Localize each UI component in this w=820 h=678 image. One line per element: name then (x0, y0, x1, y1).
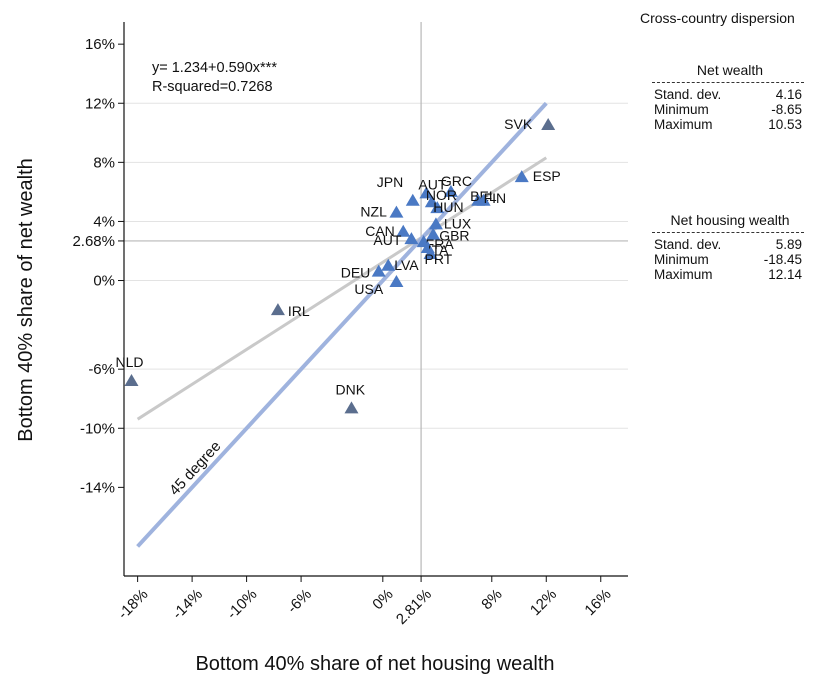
degree45-line (136, 101, 548, 548)
point-label: GRC (441, 173, 472, 189)
x-tick-label: 12% (527, 586, 560, 619)
y-tick-label: 0% (93, 273, 115, 290)
point-label: JPN (377, 174, 403, 190)
y-tick-label: 12% (85, 95, 115, 112)
data-point (426, 227, 441, 240)
x-tick-label: -18% (115, 586, 152, 623)
data-point (423, 246, 438, 259)
point-label: GBR (439, 228, 469, 244)
stat-row: Maximum 12.14 (650, 267, 802, 282)
stat-value: -8.65 (771, 102, 802, 117)
net-wealth-divider (652, 82, 804, 83)
x-tick-label: -10% (224, 586, 261, 623)
x-tick-label: 2.81% (393, 586, 435, 628)
data-point (428, 217, 443, 230)
point-label: LVA (394, 257, 419, 273)
data-point (476, 193, 491, 206)
point-label: NLD (115, 354, 143, 370)
data-point (270, 303, 285, 316)
y-tick-label: 2.68% (72, 233, 115, 250)
point-label: PRT (424, 251, 452, 267)
point-label: IRL (288, 303, 310, 319)
stat-value: 5.89 (775, 237, 802, 252)
data-point (404, 232, 419, 245)
degree45-label: 45 degree (166, 438, 224, 499)
data-point (124, 373, 139, 386)
net-housing-wealth-divider (652, 232, 804, 233)
x-tick-label: 8% (478, 586, 505, 613)
point-label: AUT (418, 176, 446, 192)
y-tick-label: 4% (93, 213, 115, 230)
x-tick-label: 16% (581, 586, 614, 619)
y-tick-label: 16% (85, 36, 115, 53)
stat-row: Stand. dev. 5.89 (650, 237, 802, 252)
x-tick-label: -6% (284, 586, 315, 617)
data-point (344, 401, 359, 414)
point-label: USA (354, 281, 383, 297)
stat-value: 4.16 (775, 87, 802, 102)
data-point (419, 186, 434, 199)
stat-value: 12.14 (768, 267, 802, 282)
y-tick-label: 8% (93, 154, 115, 171)
stat-row: Minimum -18.45 (650, 252, 802, 267)
y-axis-title: Bottom 40% share of net wealth (15, 158, 37, 442)
stat-row: Minimum -8.65 (650, 102, 802, 117)
data-point (424, 195, 439, 208)
stat-label: Maximum (654, 117, 713, 132)
point-label: CAN (365, 223, 395, 239)
stat-label: Minimum (654, 102, 709, 117)
x-axis-title: Bottom 40% share of net housing wealth (195, 653, 554, 675)
stat-label: Stand. dev. (654, 237, 722, 252)
net-wealth-stats: Net wealth Stand. dev. 4.16 Minimum -8.6… (650, 62, 810, 132)
point-label: AUT (373, 232, 401, 248)
data-point (430, 201, 445, 214)
stat-row: Stand. dev. 4.16 (650, 87, 802, 102)
point-label: HUN (433, 199, 463, 215)
data-point (371, 264, 386, 277)
point-label: DNK (335, 381, 365, 397)
data-point (381, 258, 396, 271)
data-point (514, 170, 529, 183)
stat-row: Maximum 10.53 (650, 117, 802, 132)
net-housing-wealth-heading: Net housing wealth (670, 212, 790, 228)
regression-annotation: y= 1.234+0.590x*** (152, 60, 277, 76)
side-panel-title: Cross-country dispersion (640, 10, 795, 26)
point-label: LUX (444, 215, 472, 231)
stat-label: Stand. dev. (654, 87, 722, 102)
stat-label: Maximum (654, 267, 713, 282)
point-label: NZL (360, 204, 387, 220)
point-label: DEU (341, 265, 371, 281)
regression-annotation: R-squared=0.7268 (152, 79, 273, 95)
x-tick-label: -14% (169, 586, 206, 623)
y-tick-label: -6% (88, 361, 115, 378)
data-point (443, 184, 458, 197)
stat-label: Minimum (654, 252, 709, 267)
data-point (405, 193, 420, 206)
point-label: ESP (533, 168, 561, 184)
y-tick-label: -14% (80, 479, 115, 496)
x-tick-label: 0% (369, 586, 396, 613)
point-label: NOR (426, 187, 457, 203)
stat-value: 10.53 (768, 117, 802, 132)
data-point (389, 205, 404, 218)
stat-value: -18.45 (763, 252, 802, 267)
data-point (396, 224, 411, 237)
data-point (541, 117, 556, 130)
point-label: FIN (484, 190, 507, 206)
y-tick-label: -10% (80, 420, 115, 437)
net-wealth-heading: Net wealth (696, 62, 764, 78)
point-label: SVK (504, 116, 533, 132)
net-housing-wealth-stats: Net housing wealth Stand. dev. 5.89 Mini… (650, 212, 810, 282)
data-point (389, 275, 404, 288)
point-label: FRA (426, 236, 455, 252)
